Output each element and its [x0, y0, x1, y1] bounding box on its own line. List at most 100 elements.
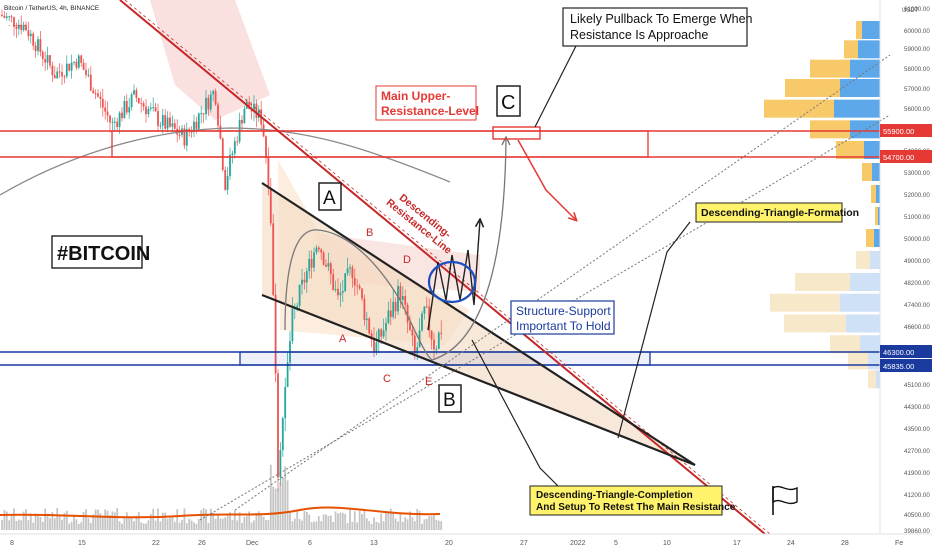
pullback-arrow [517, 139, 576, 220]
x-tick-label: 22 [152, 540, 160, 547]
volume-bar [389, 508, 392, 530]
wave-point-d: D [403, 254, 411, 266]
candle-body [44, 58, 47, 63]
svg-text:45835.00: 45835.00 [883, 362, 914, 371]
candle-body [17, 24, 20, 29]
volume-bar [176, 509, 179, 530]
y-tick-label: 41900.00 [904, 470, 930, 477]
volume-bars [1, 464, 443, 530]
candle-body [101, 98, 104, 108]
candle-body [68, 63, 71, 71]
candle-body [77, 55, 80, 68]
main-resistance-zone[interactable] [0, 130, 880, 158]
volume-bar [262, 516, 265, 530]
volume-bar [116, 508, 119, 530]
volume-bar [409, 511, 411, 530]
volume-bar [370, 523, 373, 530]
wave-point-c: C [383, 373, 391, 385]
volume-bar [73, 516, 75, 530]
volume-bar [236, 520, 239, 530]
time-axis[interactable]: 8 15 22 26 Dec 6 13 20 27 2022 5 10 17 24 28 Fe [0, 533, 932, 547]
volume-bar [317, 516, 320, 530]
candle-body [128, 107, 131, 113]
volume-bar [289, 511, 291, 530]
candle-body [286, 362, 289, 387]
flag-icon [772, 485, 798, 515]
price-label-45835: 45835.00 [880, 359, 932, 372]
candle-body [233, 141, 236, 154]
retest-target-box[interactable] [492, 126, 541, 140]
volume-ma-line [0, 506, 441, 519]
candle-body [94, 93, 97, 95]
y-tick-label: 51000.00 [904, 214, 930, 221]
candle-body [207, 97, 210, 110]
volume-bar [130, 517, 133, 530]
volume-bar [293, 518, 296, 530]
candle-body [267, 157, 270, 189]
y-tick-label: 58000.00 [904, 66, 930, 73]
candle-body [241, 119, 243, 124]
candle-body [214, 91, 217, 105]
volume-bar [142, 523, 145, 530]
volume-bar [375, 521, 378, 530]
volume-bar [58, 516, 61, 530]
breakout-circle[interactable] [427, 260, 477, 304]
volume-profile-bar [810, 120, 850, 139]
y-tick-label: 60000.00 [904, 28, 930, 35]
descending-resistance-line[interactable] [119, 0, 766, 535]
volume-profile-bar [846, 314, 880, 333]
candle-body [305, 271, 308, 283]
main-resistance-label: Main Upper- Resistance-Level [375, 85, 479, 121]
candle-body [133, 90, 135, 95]
price-axis[interactable]: 61000.00 60000.00 59000.00 58000.00 57000.00… [879, 0, 930, 535]
pullback-note[interactable]: Likely Pullback To Emerge When Resistanc… [562, 7, 753, 47]
volume-bar [349, 509, 351, 530]
volume-profile-bar [764, 99, 834, 118]
volume-bar [44, 508, 47, 530]
structure-support-label: Structure-Support Important To Hold [510, 300, 615, 335]
candle-body [231, 153, 234, 155]
volume-bar [387, 512, 390, 530]
volume-bar [310, 522, 313, 530]
candle-body [125, 101, 128, 113]
volume-bar [118, 521, 121, 530]
y-tick-label: 52000.00 [904, 192, 930, 199]
volume-bar [56, 508, 59, 530]
volume-bar [137, 512, 140, 530]
candle-body [73, 61, 75, 63]
candle-body [166, 117, 169, 129]
candle-body [49, 55, 51, 66]
candle-body [397, 286, 399, 312]
candle-body [25, 24, 27, 31]
candle-body [394, 301, 397, 312]
candle-body [212, 91, 215, 95]
triangle-lower-line[interactable] [261, 293, 696, 467]
x-tick-label: 5 [614, 540, 618, 547]
candle-body [337, 288, 339, 296]
volume-bar [147, 520, 150, 530]
volume-bar [269, 464, 272, 530]
volume-bar [368, 521, 371, 530]
volume-bar [125, 512, 128, 530]
y-tick-label: 61000.00 [904, 6, 930, 13]
volume-bar [169, 517, 171, 530]
price-label-46300: 46300.00 [880, 345, 932, 358]
volume-bar [171, 515, 174, 530]
volume-bar [245, 516, 248, 530]
volume-bar [272, 486, 275, 530]
candle-body [173, 123, 176, 129]
volume-profile-bar [784, 314, 846, 333]
completion-pointer [471, 339, 561, 489]
volume-bar [135, 515, 138, 530]
volume-bar [435, 519, 438, 530]
candle-body [29, 33, 32, 37]
volume-bar [32, 522, 35, 530]
volume-bar [401, 521, 404, 530]
volume-bar [94, 509, 97, 530]
y-tick-label: 49000.00 [904, 258, 930, 265]
y-tick-label: 39860.00 [904, 528, 930, 535]
candle-body [106, 111, 109, 116]
candle-body [375, 342, 378, 353]
